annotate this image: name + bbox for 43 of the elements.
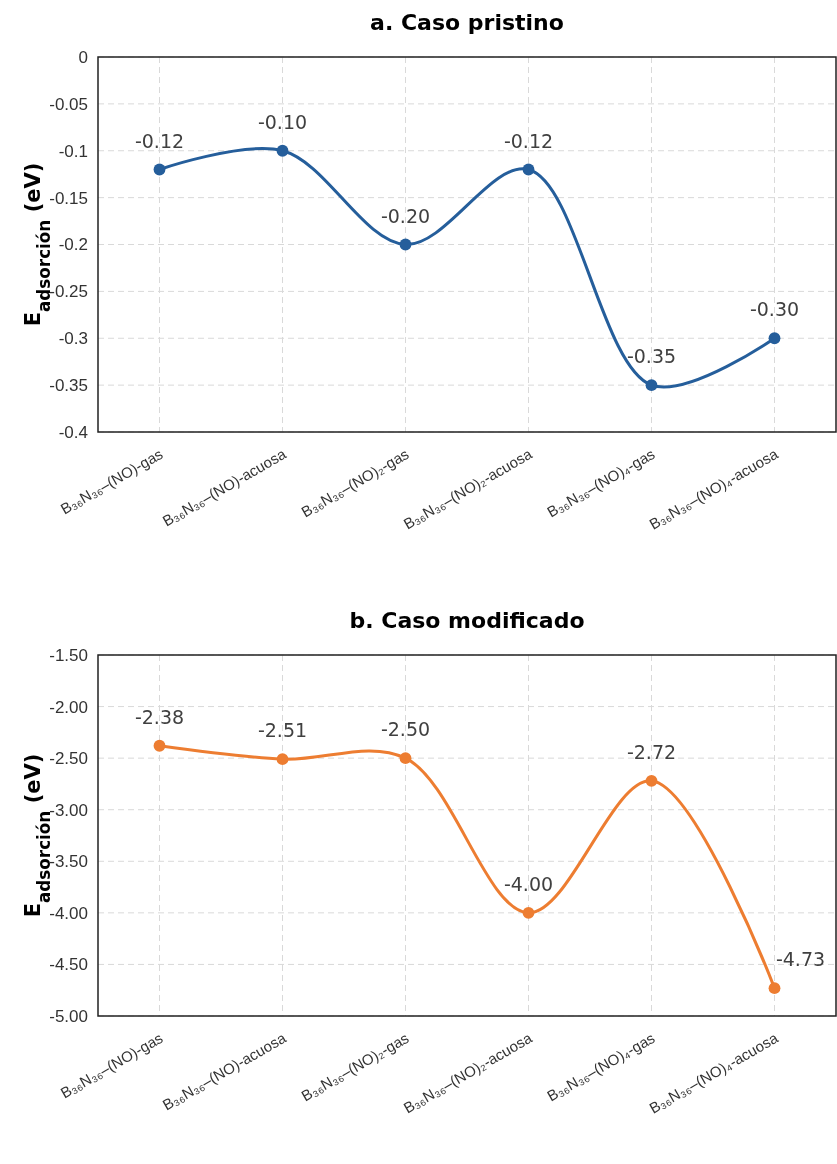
data-label: -2.38 bbox=[134, 705, 185, 728]
y-tick-label: 0 bbox=[78, 47, 88, 67]
y-tick-label: -0.15 bbox=[49, 188, 88, 208]
y-tick-label: -3.00 bbox=[49, 800, 88, 820]
data-label: -2.72 bbox=[626, 740, 677, 763]
y-tick-label: -4.00 bbox=[49, 903, 88, 923]
chart-title: a. Caso pristino bbox=[370, 10, 564, 35]
point bbox=[276, 753, 289, 766]
y-tick-label: -3.50 bbox=[49, 852, 88, 872]
point bbox=[522, 163, 535, 176]
data-label: -4.73 bbox=[775, 948, 826, 971]
y-tick-label: -0.35 bbox=[49, 376, 88, 396]
point bbox=[768, 982, 781, 995]
point bbox=[645, 774, 658, 787]
point bbox=[645, 379, 658, 392]
data-label: -0.12 bbox=[503, 129, 554, 152]
data-label: -0.10 bbox=[257, 110, 308, 133]
data-label: -4.00 bbox=[503, 872, 554, 895]
point bbox=[153, 739, 166, 752]
data-label: -2.50 bbox=[380, 718, 431, 741]
point bbox=[276, 144, 289, 157]
point bbox=[522, 906, 535, 919]
data-label: -0.20 bbox=[380, 204, 431, 227]
y-tick-label: -1.50 bbox=[49, 645, 88, 665]
data-label: -2.51 bbox=[257, 719, 308, 742]
y-tick-label: -0.3 bbox=[58, 329, 88, 349]
y-tick-label: -5.00 bbox=[49, 1006, 88, 1026]
y-tick-label: -0.4 bbox=[58, 422, 88, 442]
y-tick-label: -2.50 bbox=[49, 749, 88, 769]
point bbox=[153, 163, 166, 176]
chart-title: b. Caso modificado bbox=[349, 608, 585, 633]
y-tick-label: -0.25 bbox=[49, 282, 88, 302]
y-tick-label: -2.00 bbox=[49, 697, 88, 717]
point bbox=[399, 752, 412, 765]
point bbox=[399, 238, 412, 251]
data-label: -0.30 bbox=[749, 298, 800, 321]
point bbox=[768, 332, 781, 345]
y-tick-label: -0.2 bbox=[58, 235, 88, 255]
y-tick-label: -4.50 bbox=[49, 955, 88, 975]
data-label: -0.12 bbox=[134, 129, 185, 152]
y-tick-label: -0.1 bbox=[58, 141, 88, 161]
y-tick-label: -0.05 bbox=[49, 94, 88, 114]
data-label: -0.35 bbox=[626, 345, 677, 368]
